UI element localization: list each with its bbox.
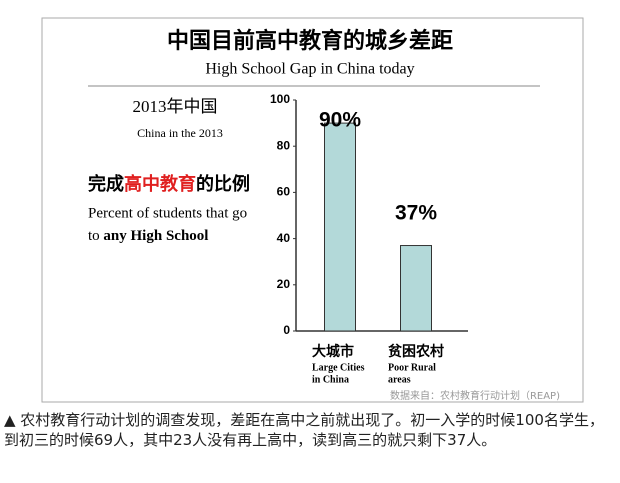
y-tick-label: 0 (283, 323, 290, 337)
bar (400, 245, 432, 332)
x-tick-label-en: Large Cities (312, 362, 365, 373)
data-label: 37% (395, 202, 437, 225)
x-tick-label-en: Poor Rural (388, 362, 436, 373)
x-tick-label-en: areas (388, 374, 411, 385)
x-tick-label: 大城市 (312, 343, 354, 360)
source: 数据来自：农村教育行动计划（REAP) (390, 389, 560, 402)
measure: 完成高中教育的比例 (88, 173, 250, 195)
measure-en-part: any High School (103, 228, 208, 244)
left-title: 2013年中国 (133, 97, 218, 116)
caption: ▲ 农村教育行动计划的调查发现，差距在高中之前就出现了。初一入学的时候100名学… (4, 411, 604, 449)
measure-en: to any High School (88, 228, 208, 244)
chart-title: 中国目前高中教育的城乡差距 (167, 28, 453, 53)
y-tick-label: 60 (277, 185, 291, 199)
chart-subtitle: High School Gap in China today (205, 61, 414, 78)
y-tick-label: 20 (277, 277, 291, 291)
left-subtitle: China in the 2013 (137, 126, 223, 140)
measure-part: 的比例 (196, 173, 250, 195)
data-label: 90% (319, 109, 361, 132)
x-tick-label-en: in China (312, 374, 349, 385)
measure-en: Percent of students that go (88, 205, 247, 221)
y-tick-label: 40 (277, 231, 291, 245)
measure-part: 完成 (88, 173, 124, 195)
measure-part: 高中教育 (124, 173, 196, 195)
frame (41, 17, 584, 403)
y-tick-label: 80 (277, 138, 291, 152)
measure-en-part: to (88, 228, 103, 244)
bar (324, 122, 356, 332)
y-tick-label: 100 (270, 92, 290, 106)
x-tick-label: 贫困农村 (388, 343, 444, 360)
chart: 中国目前高中教育的城乡差距 High School Gap in China t… (41, 17, 584, 403)
